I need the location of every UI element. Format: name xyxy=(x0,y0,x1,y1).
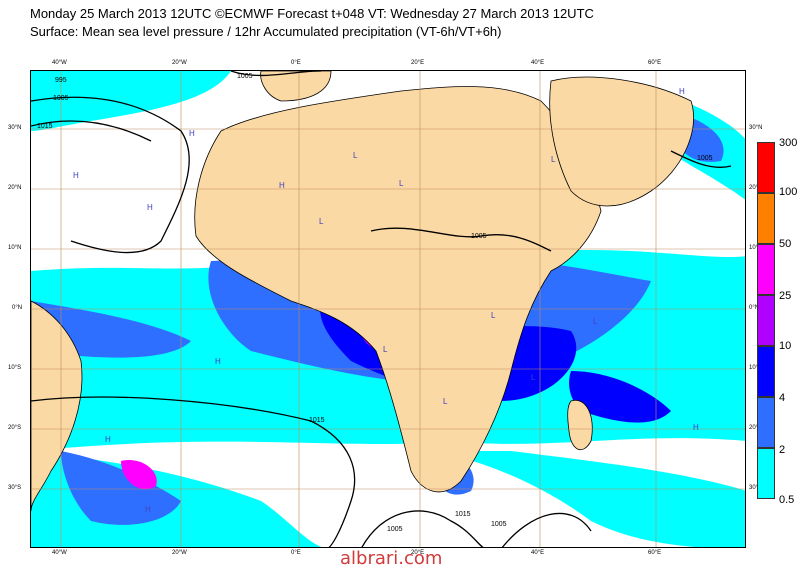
watermark-text: albrari.com xyxy=(340,548,443,569)
legend-swatch-100 xyxy=(757,193,775,244)
lat-tick-left: 10°N xyxy=(8,245,22,251)
legend-swatch-4 xyxy=(757,397,775,448)
chart-title-line2: Surface: Mean sea level pressure / 12hr … xyxy=(30,24,502,39)
isobar-label: 1005 xyxy=(471,233,487,240)
high-pressure-marker: H xyxy=(215,357,221,366)
high-pressure-marker: H xyxy=(279,181,285,190)
high-pressure-marker: H xyxy=(145,505,151,514)
legend-swatch-2 xyxy=(757,448,775,499)
lon-tick-bottom: 20°E xyxy=(411,550,425,556)
legend-swatch-25 xyxy=(757,295,775,346)
isobar-label: 1015 xyxy=(37,123,53,130)
lon-tick-top: 60°E xyxy=(648,60,662,66)
legend-swatch-300 xyxy=(757,142,775,193)
low-pressure-marker: L xyxy=(443,397,448,406)
land-masses xyxy=(31,71,694,512)
lon-tick-bottom: 0°E xyxy=(291,550,301,556)
isobar-label: 1005 xyxy=(491,521,507,528)
lat-tick-right: 30°S xyxy=(749,485,763,491)
forecast-map xyxy=(31,71,745,547)
map-panel[interactable]: 995 1005 1015 1005 1005 1005 1015 1005 1… xyxy=(30,70,746,548)
legend-label: 50 xyxy=(779,238,792,250)
low-pressure-marker: L xyxy=(383,345,388,354)
high-pressure-marker: H xyxy=(73,171,79,180)
isobar-label: 1015 xyxy=(309,417,325,424)
isobar-label: 1005 xyxy=(237,73,253,80)
isobar-label: 1015 xyxy=(455,511,471,518)
legend-label: 100 xyxy=(779,186,798,198)
legend-label: 2 xyxy=(779,444,786,456)
low-pressure-marker: L xyxy=(491,311,496,320)
land-arabia xyxy=(549,76,694,207)
legend-swatch-50 xyxy=(757,244,775,295)
lon-tick-top: 0°E xyxy=(291,60,301,66)
high-pressure-marker: H xyxy=(679,87,685,96)
lat-tick-right: 20°S xyxy=(749,425,763,431)
lat-tick-left: 30°N xyxy=(8,125,22,131)
low-pressure-marker: L xyxy=(319,217,324,226)
legend-label: 300 xyxy=(779,137,798,149)
lon-tick-bottom: 40°E xyxy=(531,550,545,556)
lat-tick-right: 0°N xyxy=(749,305,760,311)
high-pressure-marker: H xyxy=(105,435,111,444)
low-pressure-marker: L xyxy=(551,155,556,164)
legend-swatch-10 xyxy=(757,346,775,397)
lat-tick-right: 20°N xyxy=(749,185,763,191)
lon-tick-bottom: 20°W xyxy=(172,550,187,556)
isobar-label: 1005 xyxy=(697,155,713,162)
graticule xyxy=(31,71,745,547)
land-iberia xyxy=(260,71,332,102)
lon-tick-top: 40°W xyxy=(52,60,67,66)
lat-tick-left: 20°S xyxy=(8,425,22,431)
legend-label: 25 xyxy=(779,290,792,302)
lon-tick-top: 20°W xyxy=(172,60,187,66)
land-south-america xyxy=(31,300,83,512)
land-madagascar xyxy=(567,399,593,451)
lon-tick-bottom: 40°W xyxy=(52,550,67,556)
lat-tick-right: 10°N xyxy=(749,245,763,251)
lon-tick-top: 20°E xyxy=(411,60,425,66)
lat-tick-left: 0°N xyxy=(12,305,23,311)
high-pressure-marker: H xyxy=(147,203,153,212)
low-pressure-marker: L xyxy=(353,151,358,160)
isobar-label: 995 xyxy=(55,77,67,84)
lat-tick-right: 10°S xyxy=(749,365,763,371)
high-pressure-marker: H xyxy=(693,423,699,432)
chart-title-line1: Monday 25 March 2013 12UTC ©ECMWF Foreca… xyxy=(30,6,594,21)
high-pressure-marker: H xyxy=(189,129,195,138)
isobar-label: 1005 xyxy=(387,526,403,533)
lat-tick-left: 10°S xyxy=(8,365,22,371)
lat-tick-left: 30°S xyxy=(8,485,22,491)
lon-tick-bottom: 60°E xyxy=(648,550,662,556)
legend-label: 0.5 xyxy=(779,494,795,506)
lat-tick-left: 20°N xyxy=(8,185,22,191)
land-africa xyxy=(194,86,602,493)
low-pressure-marker: L xyxy=(399,179,404,188)
isobars xyxy=(31,71,732,547)
legend-label: 4 xyxy=(779,392,786,404)
low-pressure-marker: L xyxy=(531,373,536,382)
isobar-label: 1005 xyxy=(53,95,69,102)
lat-tick-right: 30°N xyxy=(749,125,763,131)
lon-tick-top: 40°E xyxy=(531,60,545,66)
legend-label: 10 xyxy=(779,340,792,352)
low-pressure-marker: L xyxy=(593,317,598,326)
